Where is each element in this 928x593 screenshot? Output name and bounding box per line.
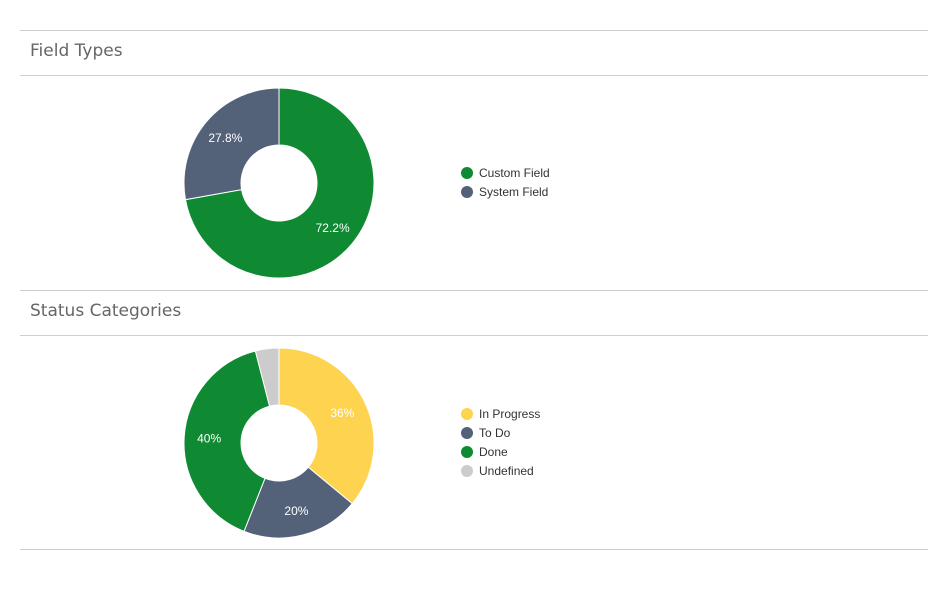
field-types-legend: Custom Field System Field bbox=[461, 163, 550, 201]
legend-item-to-do[interactable]: To Do bbox=[461, 423, 540, 442]
data-label-to-do: 20% bbox=[284, 504, 308, 518]
slice-system-field[interactable] bbox=[183, 87, 280, 201]
field-types-title: Field Types bbox=[30, 41, 123, 61]
legend-label: Custom Field bbox=[479, 165, 550, 180]
field-types-header: Field Types bbox=[20, 30, 928, 76]
legend-label: In Progress bbox=[479, 406, 541, 421]
slice-custom-field[interactable] bbox=[184, 87, 375, 279]
data-label-in-progress: 36% bbox=[330, 406, 354, 420]
legend-swatch bbox=[461, 445, 473, 458]
legend-swatch bbox=[461, 407, 473, 420]
legend-item-custom-field[interactable]: Custom Field bbox=[461, 163, 550, 182]
data-label-custom-field: 72.2% bbox=[316, 221, 350, 235]
legend-label: System Field bbox=[479, 184, 549, 199]
legend-label: To Do bbox=[479, 425, 511, 440]
legend-item-done[interactable]: Done bbox=[461, 442, 540, 461]
legend-swatch bbox=[461, 185, 473, 198]
slice-to-do[interactable] bbox=[243, 466, 353, 539]
data-label-done: 40% bbox=[197, 432, 221, 446]
slice-done[interactable] bbox=[183, 350, 271, 532]
legend-item-undefined[interactable]: Undefined bbox=[461, 461, 540, 480]
legend-swatch bbox=[461, 166, 473, 179]
status-categories-header: Status Categories bbox=[20, 290, 928, 336]
legend-item-in-progress[interactable]: In Progress bbox=[461, 404, 540, 423]
status-categories-title: Status Categories bbox=[30, 301, 182, 321]
legend-swatch bbox=[461, 426, 473, 439]
legend-label: Done bbox=[479, 444, 508, 459]
slice-in-progress[interactable] bbox=[278, 347, 375, 505]
legend-swatch bbox=[461, 464, 473, 477]
data-label-system-field: 27.8% bbox=[208, 131, 242, 145]
status-categories-legend: In Progress To Do Done Undefined bbox=[461, 404, 540, 480]
bottom-divider bbox=[20, 549, 928, 550]
legend-item-system-field[interactable]: System Field bbox=[461, 182, 550, 201]
legend-label: Undefined bbox=[479, 463, 534, 478]
slice-undefined[interactable] bbox=[254, 347, 280, 407]
